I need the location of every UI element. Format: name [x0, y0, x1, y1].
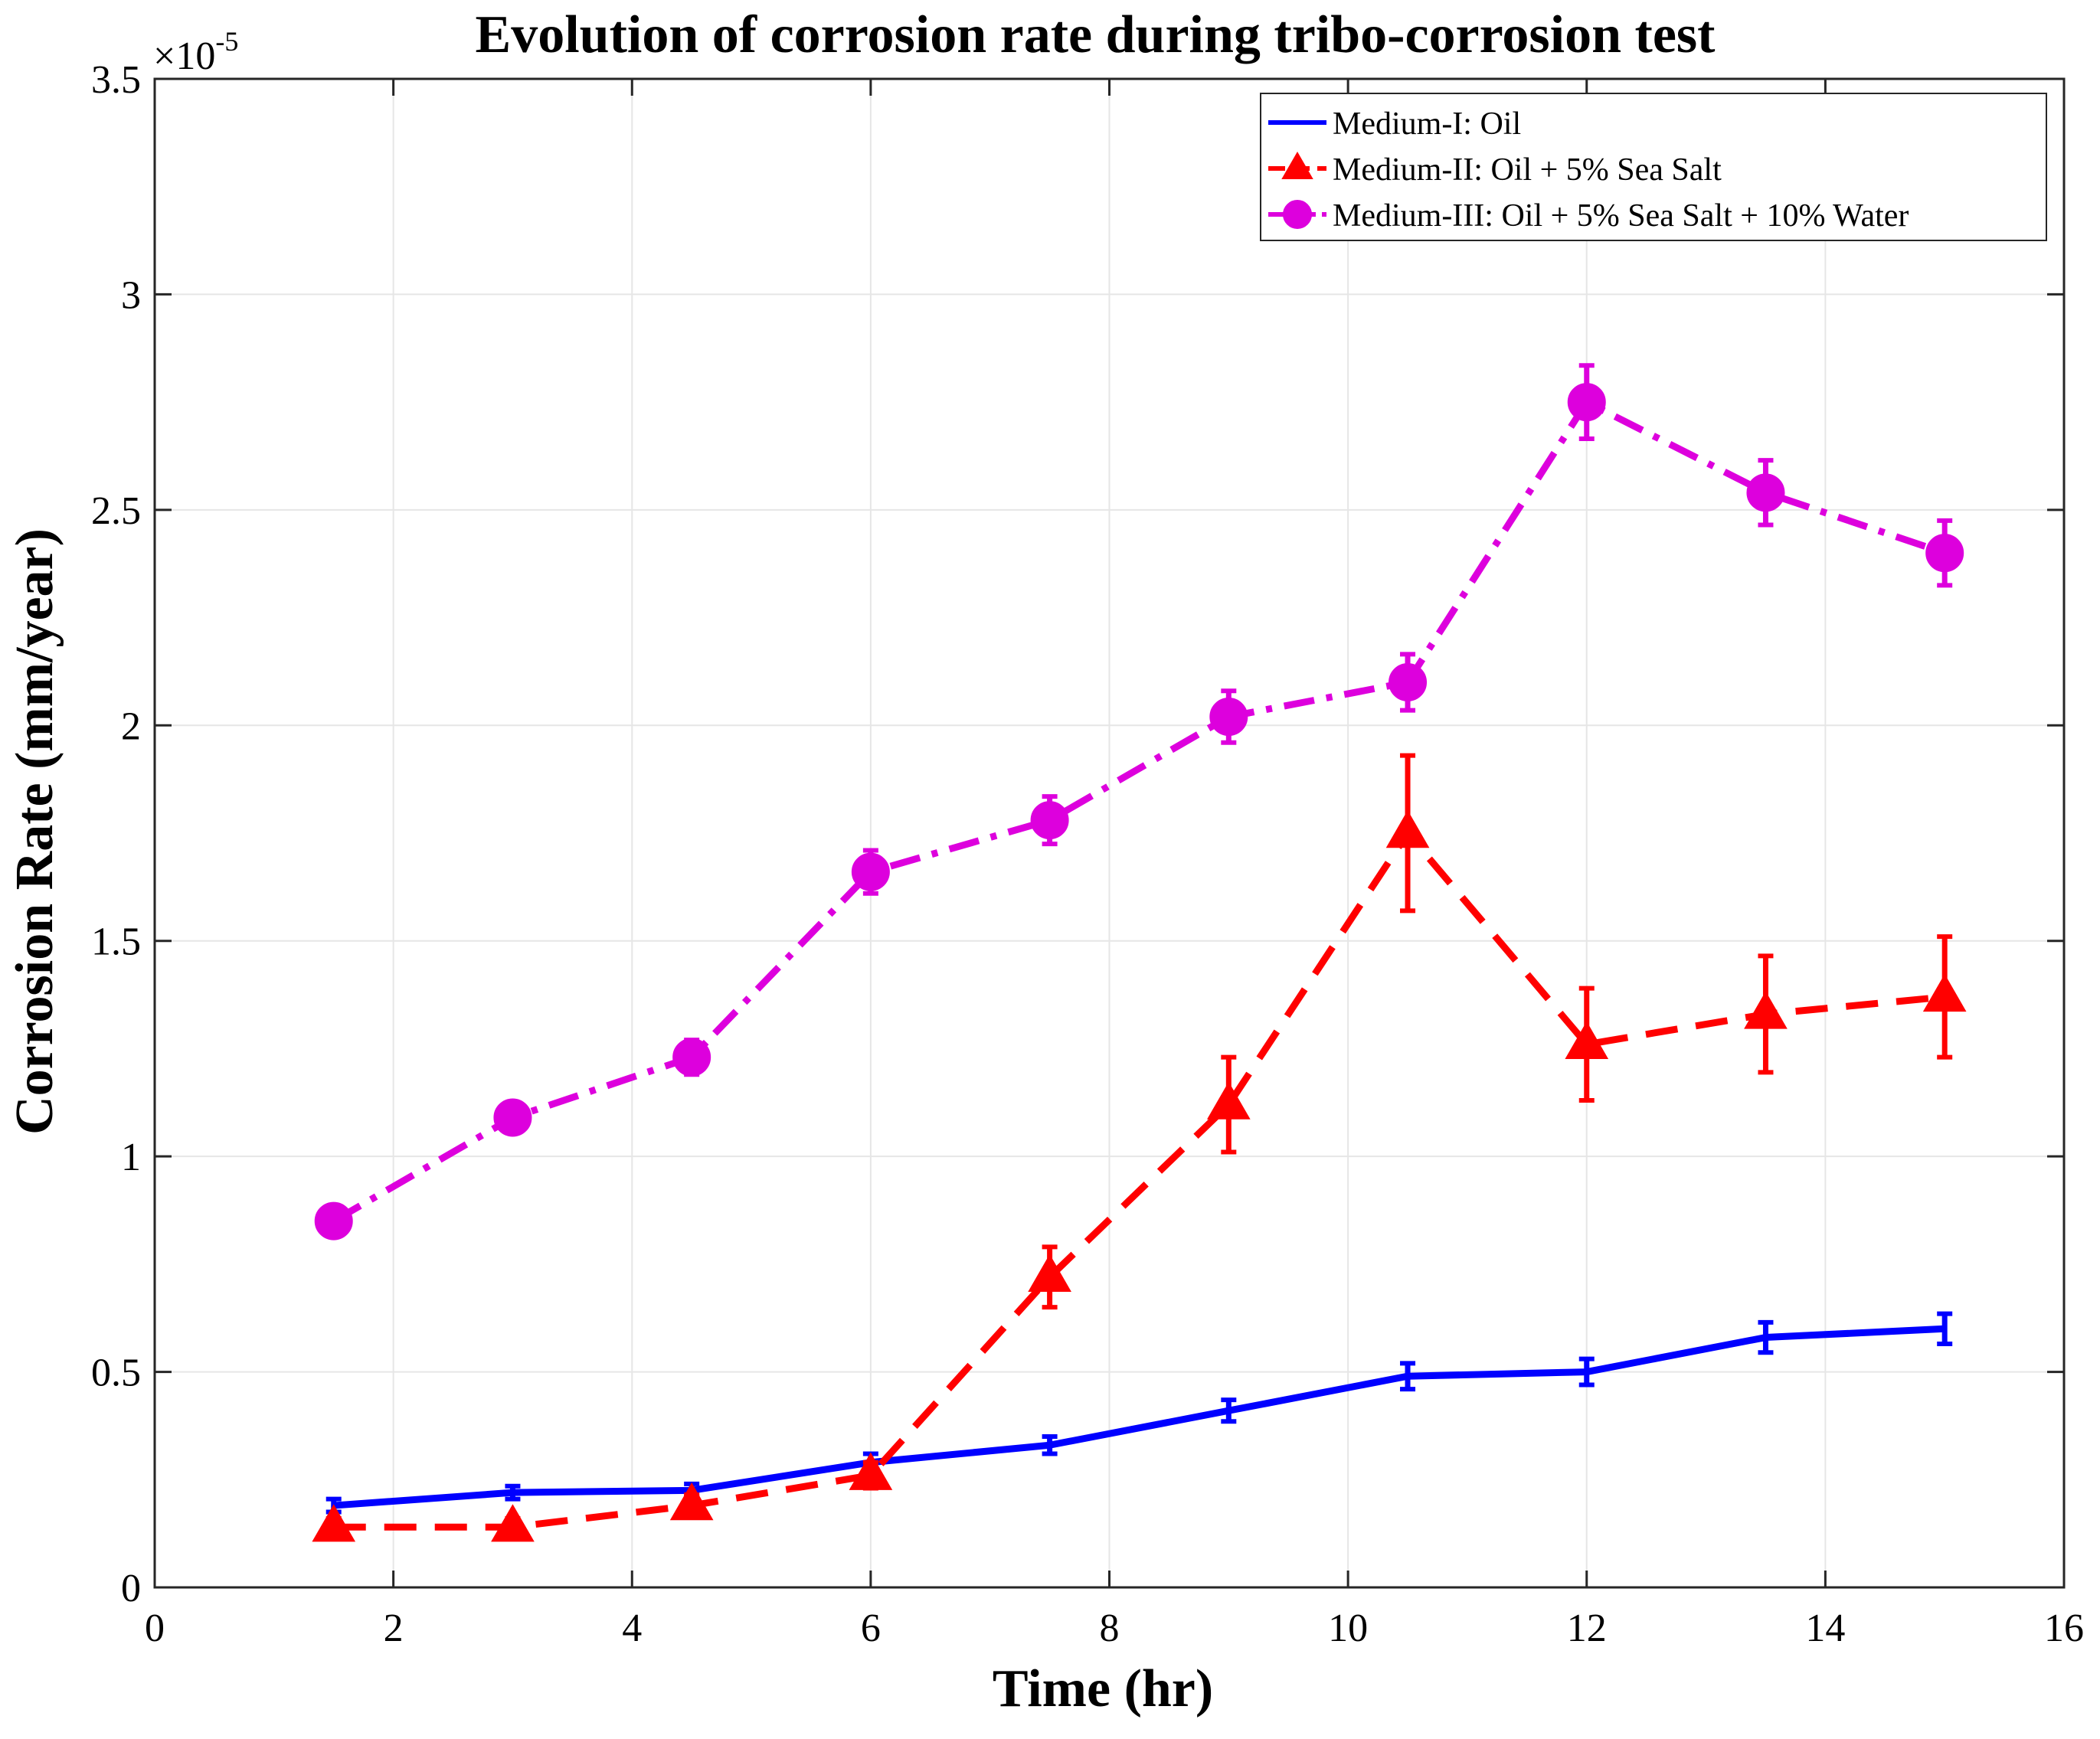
- legend-label: Medium-II: Oil + 5% Sea Salt: [1333, 152, 1722, 188]
- data-point: [1030, 801, 1069, 840]
- data-point: [314, 1201, 353, 1241]
- legend-label: Medium-I: Oil: [1333, 106, 1521, 142]
- plot-frame: [153, 77, 2066, 1589]
- data-point: [1925, 534, 1964, 573]
- legend-box: [1260, 93, 2047, 241]
- x-tick-label: 6: [861, 1607, 881, 1650]
- x-tick-label: 12: [1567, 1607, 1607, 1650]
- y-exponent-power: -5: [215, 26, 238, 57]
- series-line: [332, 398, 1946, 1224]
- series-3: [314, 363, 1964, 1241]
- data-point: [1922, 973, 1967, 1012]
- data-point: [1385, 809, 1430, 848]
- data-point: [851, 852, 890, 891]
- data-point: [1389, 663, 1428, 701]
- data-point: [1746, 473, 1785, 512]
- y-tick-label: 3: [121, 273, 141, 317]
- data-point: [1028, 1254, 1071, 1292]
- x-axis-label: Time (hr): [993, 1659, 1213, 1718]
- legend-marker: [1283, 200, 1312, 229]
- data-point: [1744, 991, 1788, 1029]
- series-2: [312, 753, 1967, 1542]
- legend-marker: [1281, 151, 1313, 179]
- x-tick-label: 2: [384, 1607, 404, 1650]
- legend: Medium-I: Oil Medium-II: Oil + 5% Sea Sal…: [1260, 93, 2047, 241]
- data-point: [1209, 698, 1248, 737]
- series-1: [325, 1311, 1953, 1515]
- y-tick-label: 2: [121, 704, 141, 748]
- data-point: [493, 1098, 532, 1137]
- data-point: [1567, 383, 1606, 422]
- x-tick-label: 16: [2044, 1607, 2084, 1650]
- y-exponent-label: ×10-5: [153, 26, 238, 78]
- x-tick-label: 14: [1805, 1607, 1845, 1650]
- series-line: [333, 1325, 1945, 1509]
- x-ticks: 0 2 4 6 8 10 12 14 16: [145, 79, 2084, 1650]
- data-point: [1206, 1081, 1251, 1120]
- y-exponent-base: ×10: [153, 34, 215, 78]
- y-tick-label: 1: [121, 1136, 141, 1179]
- legend-item-2: Medium-II: Oil + 5% Sea Salt: [1268, 151, 1722, 188]
- x-tick-label: 8: [1100, 1607, 1120, 1650]
- x-tick-label: 10: [1328, 1607, 1368, 1650]
- y-tick-label: 0: [121, 1567, 141, 1610]
- legend-items: Medium-I: Oil Medium-II: Oil + 5% Sea Sal…: [1268, 106, 1909, 234]
- y-tick-label: 1.5: [91, 920, 141, 964]
- legend-item-3: Medium-III: Oil + 5% Sea Salt + 10% Wate…: [1268, 198, 1909, 234]
- x-tick-label: 0: [145, 1607, 165, 1650]
- legend-item-1: Medium-I: Oil: [1268, 106, 1521, 142]
- data-point: [672, 1038, 711, 1077]
- data-point: [849, 1452, 893, 1490]
- data-point: [491, 1504, 535, 1542]
- series-layer: [312, 363, 1967, 1542]
- y-tick-label: 3.5: [91, 58, 141, 102]
- y-axis-label: Corrosion Rate (mm/year): [5, 528, 64, 1135]
- y-ticks: 0 0.5 1 1.5 2 2.5 3 3.5: [91, 58, 2064, 1610]
- data-point: [312, 1504, 356, 1542]
- chart-title: Evolution of corrosion rate during tribo…: [476, 5, 1716, 64]
- series-line: [333, 829, 1945, 1531]
- legend-label: Medium-III: Oil + 5% Sea Salt + 10% Wate…: [1333, 198, 1909, 234]
- data-point: [1565, 1021, 1609, 1059]
- y-tick-label: 0.5: [91, 1352, 141, 1395]
- x-tick-label: 4: [622, 1607, 642, 1650]
- data-point: [669, 1482, 714, 1521]
- y-tick-label: 2.5: [91, 489, 141, 533]
